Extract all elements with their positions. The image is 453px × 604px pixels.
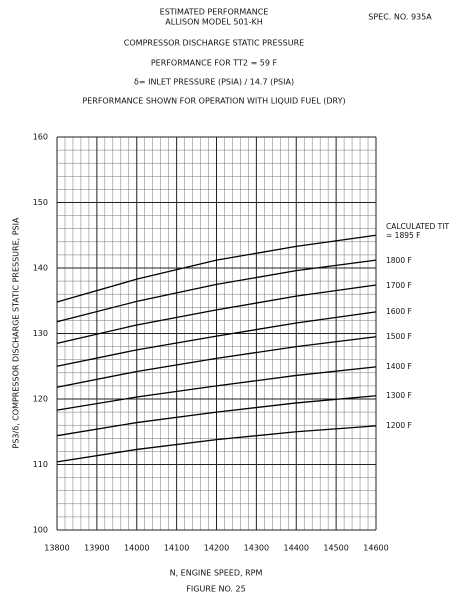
subtitle: PERFORMANCE FOR TT2 = 59 F	[151, 59, 278, 68]
series-line	[56, 284, 377, 344]
series-label: 1500 F	[386, 332, 412, 342]
y-tick-label: 100	[33, 526, 48, 535]
series-line	[56, 311, 377, 367]
series-label: 1400 F	[386, 362, 412, 372]
y-tick-label: 110	[33, 460, 48, 469]
series-line	[56, 366, 377, 411]
series-line	[56, 336, 377, 388]
header: ESTIMATED PERFORMANCE	[160, 8, 269, 17]
x-tick-label: 14500	[323, 544, 348, 553]
series-line	[56, 259, 377, 323]
series-line	[56, 395, 377, 437]
series-label: 1800 F	[386, 255, 412, 265]
series-label: 1300 F	[386, 391, 412, 401]
y-tick-label: 160	[33, 133, 48, 142]
y-axis-label: PS3/δ, COMPRESSOR DISCHARGE STATIC PRESS…	[12, 217, 21, 448]
series-line	[56, 425, 377, 463]
y-tick-label: 120	[33, 395, 48, 404]
x-tick-label: 14400	[284, 544, 309, 553]
series-label: 1700 F	[386, 280, 412, 290]
y-tick-label: 130	[33, 329, 48, 338]
spec: SPEC. NO. 935A	[368, 13, 432, 22]
x-tick-label: 14600	[363, 544, 388, 553]
x-tick-label: 14000	[124, 544, 149, 553]
y-tick-label: 150	[33, 198, 48, 207]
x-axis-label: N, ENGINE SPEED, RPM	[170, 569, 263, 578]
series-line	[56, 234, 377, 303]
header: ALLISON MODEL 501-KH	[165, 18, 262, 27]
x-tick-label: 14300	[244, 544, 269, 553]
x-tick-label: 13900	[84, 544, 109, 553]
x-tick-label: 14200	[204, 544, 229, 553]
subtitle: δ= INLET PRESSURE (PSIA) / 14.7 (PSIA)	[134, 78, 294, 87]
y-tick-label: 140	[33, 264, 48, 273]
subtitle: PERFORMANCE SHOWN FOR OPERATION WITH LIQ…	[82, 97, 345, 106]
x-tick-label: 13800	[44, 544, 69, 553]
x-tick-label: 14100	[164, 544, 189, 553]
series-label: 1600 F	[386, 307, 412, 317]
chart-title: COMPRESSOR DISCHARGE STATIC PRESSURE	[124, 39, 304, 48]
series-label: CALCULATED TIT = 1895 F	[386, 222, 450, 241]
footer: FIGURE NO. 25	[186, 585, 245, 594]
series-label: 1200 F	[386, 421, 412, 431]
